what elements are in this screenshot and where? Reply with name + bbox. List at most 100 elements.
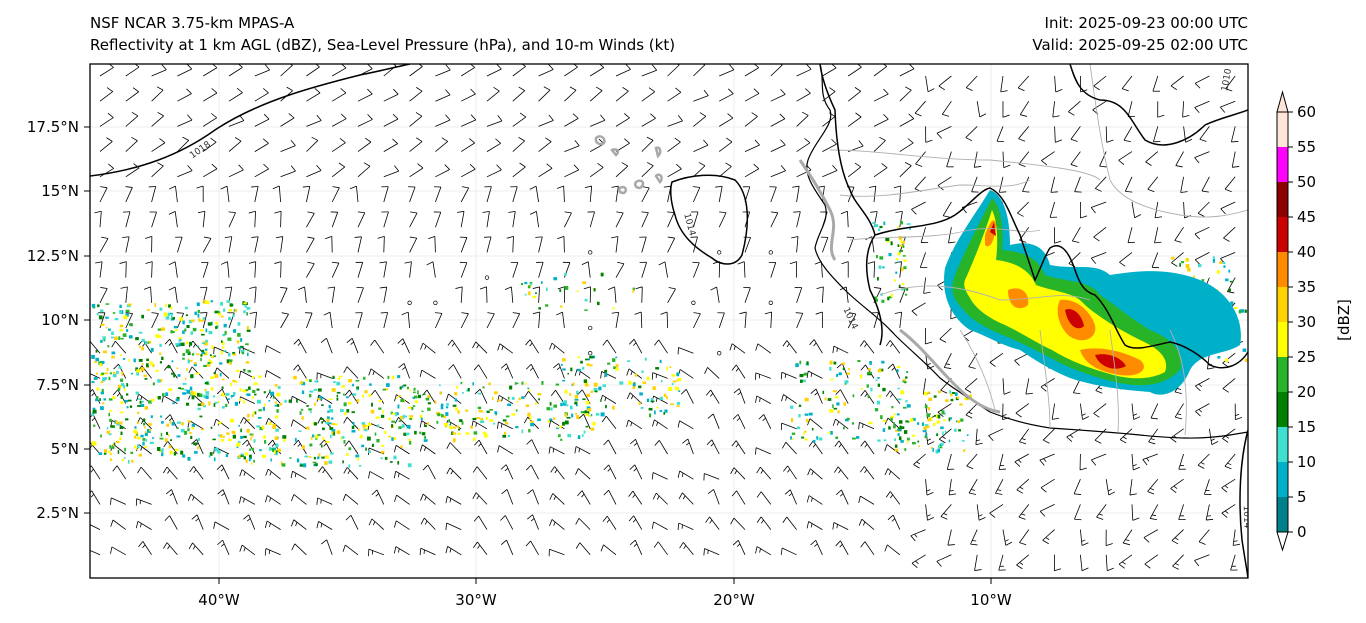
wind-barb [719,64,735,77]
wind-barb [298,286,307,303]
reflectivity-cell [936,433,939,437]
wind-barb [404,261,412,278]
reflectivity-cell [900,250,903,252]
fields-subtitle: Reflectivity at 1 km AGL (dBZ), Sea-Leve… [90,36,676,54]
reflectivity-cell [584,410,587,414]
wind-barb [189,466,204,480]
reflectivity-cell [165,392,169,396]
wind-barb [409,236,418,253]
reflectivity-cell [402,414,405,419]
wind-barb [923,277,931,294]
reflectivity-cell [472,437,476,441]
reflectivity-cell [454,398,458,402]
reflectivity-cell [1225,358,1229,362]
reflectivity-cell [846,417,850,421]
wind-barb [165,489,178,505]
wind-barb [460,64,475,77]
wind-barb [887,514,901,530]
wind-barb [796,138,811,152]
reflectivity-cell [409,389,411,392]
reflectivity-cell [559,289,562,292]
reflectivity-cell [168,445,172,449]
reflectivity-cell [276,450,279,453]
reflectivity-cell [933,414,938,417]
wind-barb [1025,378,1033,395]
reflectivity-cell [449,425,453,429]
reflectivity-cell [393,455,397,460]
reflectivity-cell [331,417,334,420]
reflectivity-cell [178,339,181,343]
wind-barb [381,186,389,203]
reflectivity-cell [355,379,360,382]
wind-barb [603,464,617,480]
reflectivity-cell [407,386,409,390]
reflectivity-cell [541,281,543,284]
wind-barb [732,539,746,555]
reflectivity-cell [955,392,958,396]
reflectivity-cell [228,309,232,312]
wind-barb [137,466,152,480]
reflectivity-cell [258,409,262,412]
reflectivity-cell [120,395,123,399]
wind-barb [1118,554,1133,569]
reflectivity-cell [852,437,856,440]
wind-barb [479,286,488,303]
reflectivity-cell [958,429,961,432]
reflectivity-cell [561,401,566,403]
reflectivity-cell [108,433,112,436]
reflectivity-cell [1225,278,1229,282]
reflectivity-cell [593,382,598,387]
wind-barb [603,439,617,455]
wind-barb [653,541,668,556]
reflectivity-cell [434,400,437,404]
reflectivity-cell [481,410,483,413]
reflectivity-cell [867,394,870,399]
reflectivity-cell [164,438,168,442]
wind-barb [535,236,543,253]
wind-barb [1080,554,1089,572]
reflectivity-cell [852,394,855,398]
lat-tick-marks [84,126,90,514]
wind-barb [497,343,514,354]
reflectivity-cell [493,391,498,395]
reflectivity-cell [600,412,605,417]
reflectivity-cell [648,407,653,411]
reflectivity-cell [874,224,879,228]
reflectivity-cell [894,279,896,282]
reflectivity-cell [571,383,574,387]
wind-barb [357,137,372,152]
wind-barb [615,64,631,77]
wind-barb [187,493,204,505]
reflectivity-cell [615,367,619,371]
wind-barb [512,162,526,178]
reflectivity-cell [263,435,266,439]
reflectivity-cell [143,418,146,422]
wind-barbs [90,64,1243,572]
wind-barb [693,162,706,178]
reflectivity-cell [408,406,412,409]
wind-barb [1197,453,1210,469]
reflectivity-cell [200,357,202,362]
wind-barb [549,342,565,354]
wind-barb [1220,201,1236,215]
wind-barb [302,185,311,203]
reflectivity-cell [141,400,144,403]
wind-barb [611,236,619,253]
reflectivity-cell [167,365,171,369]
reflectivity-cell [109,410,113,412]
wind-barb [110,546,126,556]
reflectivity-cell [804,397,809,402]
reflectivity-cell [254,411,257,415]
reflectivity-cell [256,425,261,428]
reflectivity-cell [254,393,257,396]
reflectivity-cell [414,395,418,399]
reflectivity-cell [877,383,880,387]
wind-barb [641,113,656,127]
wind-barb [641,186,650,203]
reflectivity-cell [233,392,236,396]
reflectivity-cell [894,438,896,441]
reflectivity-cell [955,420,958,423]
reflectivity-cell [188,319,193,324]
reflectivity-cell [470,425,473,429]
wind-barb [796,64,812,77]
